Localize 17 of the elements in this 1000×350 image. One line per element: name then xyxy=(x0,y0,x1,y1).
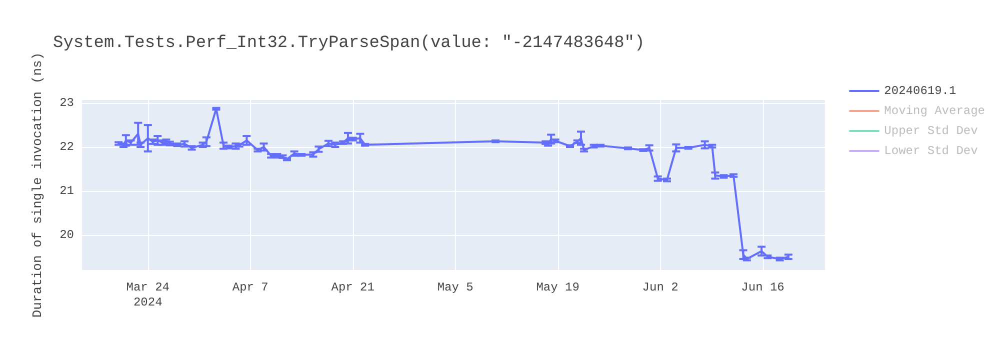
y-axis-title: Duration of single invocation (ns) xyxy=(30,52,45,318)
x-tick-label: Jun 2 xyxy=(642,280,678,294)
legend-label: Upper Std Dev xyxy=(884,124,978,138)
x-tick-label: Jun 16 xyxy=(741,280,784,294)
legend-label: Lower Std Dev xyxy=(884,144,978,158)
y-tick-label: 23 xyxy=(60,96,74,110)
x-tick-label: Apr 7 xyxy=(232,280,268,294)
chart-title: System.Tests.Perf_Int32.TryParseSpan(value: "-2147483648") xyxy=(53,34,645,53)
y-tick-label: 22 xyxy=(60,140,74,154)
y-tick-label: 20 xyxy=(60,228,74,242)
y-tick-label: 21 xyxy=(60,184,74,198)
x-tick-label: May 19 xyxy=(536,280,580,294)
legend-label: Moving Average xyxy=(884,104,986,118)
legend-label: 20240619.1 xyxy=(884,84,956,98)
x-tick-label: May 5 xyxy=(437,280,474,294)
x-tick-label: Apr 21 xyxy=(331,280,374,294)
x-tick-label: Mar 24 2024 xyxy=(126,280,170,310)
